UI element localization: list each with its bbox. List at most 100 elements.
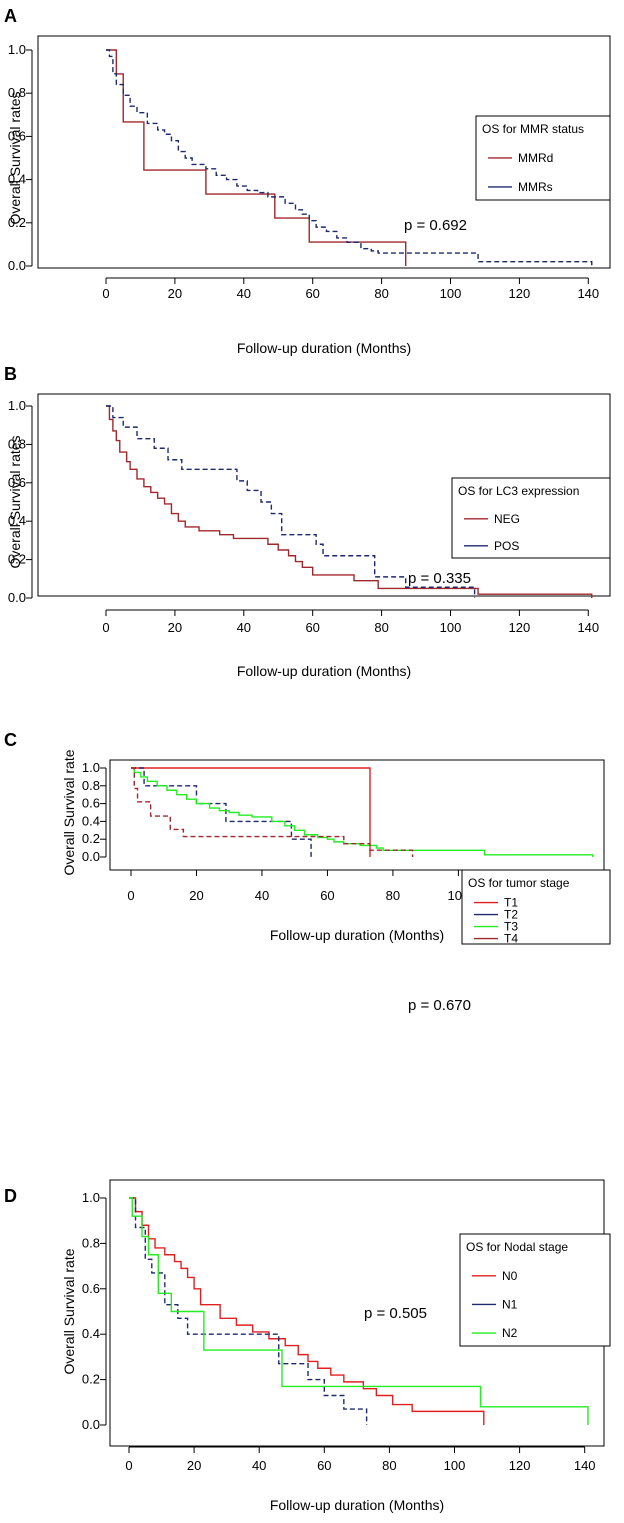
y-tick-label: 0.0 [82,1417,100,1432]
legend-entry: POS [494,539,519,553]
panel-d: D 0 20 40 60 80 100 120 140 0.0 0.2 0.4 0.6 0.8 1.0 Fol… [4,1179,611,1513]
x-tick-label: 20 [187,1458,201,1473]
x-tick-label: 40 [237,620,251,635]
legend-entry: T3 [504,920,518,934]
p-value-annotation: p = 0.692 [404,217,467,234]
panel-b: B 0 20 40 60 80 100 120 140 0.0 0.2 0.4 0.6 0.8 1.0 Fol… [4,364,611,679]
series-n2-line [129,1197,589,1425]
x-tick-label: 0 [127,888,134,903]
series-mmrs-line [106,49,593,266]
x-tick-label: 20 [168,286,182,301]
legend-entry: T1 [504,896,518,910]
legend: OS for Nodal stage N0 N1 N2 [459,1233,611,1347]
y-tick-label: 0.6 [8,128,26,143]
y-tick-label: 0.2 [82,831,100,846]
y-tick-label: 0.0 [8,590,26,605]
x-tick-label: 80 [374,286,388,301]
panel-letter: D [4,1186,17,1206]
legend-entry: T2 [504,908,518,922]
x-axis-title: Follow-up duration (Months) [237,663,411,679]
y-tick-label: 0.2 [8,552,26,567]
legend-title: OS for LC3 expression [458,484,579,498]
x-tick-label: 140 [574,1458,596,1473]
y-tick-label: 0.0 [82,849,100,864]
y-tick-label: 0.2 [82,1372,100,1387]
y-tick-label: 1.0 [82,1190,100,1205]
y-tick-label: 1.0 [8,42,26,57]
series-n0-line [129,1197,485,1425]
y-tick-label: 0.4 [82,813,100,828]
legend-box [459,1233,611,1347]
panel-c: C0204060801001201400.00.20.40.60.81.0Fol… [4,730,611,1014]
y-tick-label: 0.8 [82,778,100,793]
y-tick-label: 1.0 [82,760,100,775]
panel-letter: B [4,364,17,384]
x-tick-label: 100 [444,1458,466,1473]
x-tick-label: 0 [102,620,109,635]
x-tick-label: 140 [577,286,599,301]
x-tick-label: 100 [440,620,462,635]
x-tick-label: 20 [189,888,203,903]
y-tick-label: 0.6 [82,1281,100,1296]
y-axis-title: Overall Survival rates [7,91,23,224]
series-neg-line [106,405,593,598]
series-n1-line [129,1197,368,1425]
x-tick-label: 40 [255,888,269,903]
y-tick-label: 0.4 [8,513,26,528]
x-tick-label: 40 [237,286,251,301]
y-axis-title: Overall Survival rate [61,749,77,875]
x-axis-title: Follow-up duration (Months) [270,1497,444,1513]
legend: OS for LC3 expression NEG POS [451,477,611,559]
y-axis-title: Overall Survival rates [7,435,23,568]
x-tick-label: 120 [509,620,531,635]
y-tick-label: 0.6 [8,475,26,490]
x-tick-label: 60 [305,620,319,635]
x-tick-label: 60 [317,1458,331,1473]
y-axis-title: Overall Survival rate [61,1248,77,1374]
x-tick-label: 80 [374,620,388,635]
x-tick-label: 80 [382,1458,396,1473]
legend-entry: T4 [504,932,518,946]
panel-a: A 0 20 40 60 80 100 120 140 0.0 0.2 0.4 0.6 0.8 1.0 Fol… [4,6,611,356]
series-t2-line [131,767,312,857]
x-tick-label: 0 [125,1458,132,1473]
p-value-annotation: p = 0.335 [408,570,471,587]
x-tick-label: 120 [509,1458,531,1473]
y-tick-label: 0.4 [82,1326,100,1341]
y-tick-label: 0.8 [8,85,26,100]
legend-box [461,869,611,945]
x-axis-title: Follow-up duration (Months) [237,340,411,356]
legend-title: OS for Nodal stage [466,1240,568,1254]
x-tick-label: 0 [102,286,109,301]
y-tick-label: 0.8 [82,1235,100,1250]
series-mmrd-line [106,49,407,266]
legend-entry: N1 [502,1297,518,1311]
series-t1-line [131,767,371,857]
legend-entry: N0 [502,1269,518,1283]
legend-entry: NEG [494,512,520,526]
series-pos-line [106,405,476,598]
x-tick-label: 120 [509,286,531,301]
x-tick-label: 60 [320,888,334,903]
x-tick-label: 80 [386,888,400,903]
legend-entry: N2 [502,1326,518,1340]
legend: OS for MMR status MMRd MMRs [475,115,611,201]
panel-letter: C [4,730,17,750]
y-tick-label: 0.4 [8,172,26,187]
y-tick-label: 0.0 [8,258,26,273]
x-tick-label: 20 [168,620,182,635]
x-axis-title: Follow-up duration (Months) [270,927,444,943]
x-tick-label: 40 [252,1458,266,1473]
y-tick-label: 1.0 [8,398,26,413]
x-tick-label: 140 [577,620,599,635]
y-tick-label: 0.2 [8,215,26,230]
panel-letter: A [4,6,17,26]
legend-title: OS for MMR status [482,122,584,136]
x-tick-label: 100 [440,286,462,301]
y-tick-label: 0.6 [82,796,100,811]
legend-entry: MMRd [518,151,553,165]
legend-entry: MMRs [518,180,553,194]
p-value-annotation: p = 0.670 [408,997,471,1014]
